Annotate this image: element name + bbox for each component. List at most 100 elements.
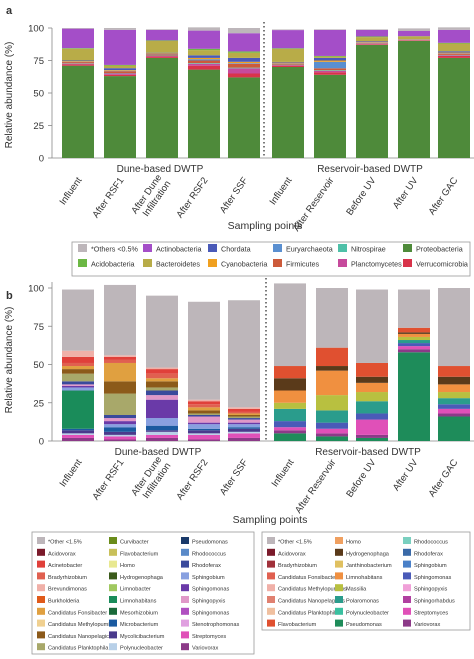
legend-swatch-rhodoferax <box>403 548 411 556</box>
legend-swatch-limnohabitans <box>109 596 117 603</box>
legend-label-candidatus-methylopumilus: Candidatus Methylopumilus <box>278 587 347 593</box>
bar-segment-planctomycetes-7 <box>356 43 388 45</box>
x-tick-label: After DuneInfiltration <box>129 173 173 223</box>
legend-swatch-homo <box>335 537 343 544</box>
y-tick-label: 0 <box>39 437 44 448</box>
y-tick-label: 50 <box>33 360 44 371</box>
bar-segment-candidatus-nanopelagicus-4 <box>228 414 260 417</box>
y-tick-label: 100 <box>28 24 44 35</box>
legend-label-microbacterium: Microbacterium <box>120 622 159 628</box>
legend-swatch-burkholderia <box>37 596 45 603</box>
bar-segment-bradyrhizobium-1 <box>104 359 136 363</box>
x-tick-label: After RSF1 <box>90 457 126 502</box>
legend-label-hydrogenophaga: Hydrogenophaga <box>120 575 164 581</box>
legend-label-limnohabitans: Limnohabitans <box>346 575 383 581</box>
legend-swatch-candidatus-nanopelagicus <box>37 631 45 639</box>
panel-b-ylabel: Relative abundance (%) <box>4 307 15 414</box>
legend-swatch-flavobacterium <box>109 548 117 556</box>
legend-label-others-0-5: *Others <0.5% <box>91 245 139 254</box>
bar-segment-acidobacteria-9 <box>438 42 470 44</box>
bar-segment-streptomyces-0 <box>62 434 94 438</box>
bar-segment-acidobacteria-6 <box>314 55 346 57</box>
bar-segment-firmicutes-2 <box>146 54 178 56</box>
bar-segment-variovorax-r-8 <box>398 349 430 353</box>
bar-segment-variovorax-2 <box>146 437 178 441</box>
bar-segment-sphingopyxis-0 <box>62 384 94 386</box>
panel-a-y-axis: 0 25 50 75 100 <box>28 24 52 165</box>
legend-label-mycolicibacterium: Mycolicibacterium <box>120 634 165 640</box>
legend-swatch-candidatus-methylopumilus <box>37 619 45 627</box>
panel-b-legend-right: *Other <1.5% Acidovorax Bradyrhizobium Cand… <box>267 537 455 628</box>
bar-segment-pseudomonas-r-5 <box>274 433 306 441</box>
bar-segment-sphingobium-3 <box>188 424 220 429</box>
legend-swatch-pseudomonas <box>181 537 189 544</box>
bar-segment-others-0-5-0 <box>62 28 94 29</box>
legend-swatch-sphingomonas <box>403 572 411 580</box>
bar-segment-sphingomonas-r-6 <box>316 422 348 429</box>
bar-segment-candidatus-planktophila-3 <box>188 413 220 415</box>
bar-segment-actinobacteria-0 <box>62 28 94 49</box>
bar-segment-hydrogenophaga-r-6 <box>316 366 348 371</box>
bar-segment-candidatus-planktophila-2 <box>146 387 178 391</box>
bar-segment-other-1-5-6 <box>316 288 348 348</box>
bar-segment-hydrogenophaga-r-7 <box>356 376 388 383</box>
legend-swatch-streptomyces <box>403 607 411 615</box>
panel-label-a: a <box>6 5 13 17</box>
bar-segment-planctomycetes-9 <box>438 55 470 56</box>
legend-swatch-microbacterium <box>109 619 117 627</box>
bar-segment-mycolicibacterium-2 <box>146 430 178 432</box>
bar-segment-actinobacteria-9 <box>438 29 470 43</box>
bar-segment-chordata-1 <box>104 68 136 71</box>
bar-segment-streptomyces-r-7 <box>356 419 388 435</box>
legend-swatch-bradyrhizobium <box>267 560 275 568</box>
legend-label-sphingomonas: Sphingomonas <box>192 610 230 616</box>
legend-label-polaromonas: Polaromonas <box>346 599 379 605</box>
panel-a-bars <box>62 27 470 158</box>
bar-segment-other-1-5-2 <box>146 295 178 368</box>
bar-segment-candidatus-fonsibacter-2 <box>146 378 178 382</box>
legend-label-flavobacterium: Flavobacterium <box>120 551 159 557</box>
legend-swatch-pseudomonas <box>335 619 343 627</box>
legend-label-sphingopyxis: Sphingopyxis <box>414 587 447 593</box>
bar-segment-microbacterium-0 <box>62 428 94 431</box>
bar-segment-cyanobacteria-9 <box>438 52 470 54</box>
bar-segment-others-0-5-9 <box>438 27 470 30</box>
legend-label-candidatus-fonsibacter: Candidatus Fonsibacter <box>48 610 107 616</box>
legend-label-acidobacteria: Acidobacteria <box>91 260 135 269</box>
legend-swatch-sphingobium <box>403 560 411 568</box>
legend-swatch-proteobacteria <box>403 244 412 252</box>
bar-segment-euryarchaeota-3 <box>188 59 220 61</box>
legend-label-candidatus-nanopelagicus: Candidatus Nanopelagicus <box>278 599 345 605</box>
x-tick-label: Influent <box>58 457 85 489</box>
bar-segment-streptomyces-r-5 <box>274 427 306 431</box>
panel-b-bars <box>62 283 470 441</box>
bar-segment-acidobacteria-2 <box>146 40 178 41</box>
bar-segment-limnohabitans-r-9 <box>438 384 470 393</box>
y-tick-label: 25 <box>33 121 44 132</box>
legend-swatch-others-0-5 <box>78 244 87 252</box>
bar-segment-cyanobacteria-5 <box>272 62 304 64</box>
bar-segment-polaromonas-r-8 <box>398 340 430 344</box>
bar-segment-mycolicibacterium-1 <box>104 431 136 435</box>
bar-segment-pseudomonas-r-8 <box>398 352 430 441</box>
legend-label-pseudomonas: Pseudomonas <box>192 540 228 546</box>
bar-segment-polaromonas-r-7 <box>356 401 388 414</box>
x-tick-label: After UV <box>391 457 421 493</box>
bar-segment-others-0-5-1 <box>104 28 136 30</box>
bar-segment-chordata-2 <box>146 52 178 54</box>
bar-segment-cyanobacteria-6 <box>314 60 346 62</box>
legend-label-sphingomonas: Sphingomonas <box>414 575 452 581</box>
bar-segment-limnohabitans-r-8 <box>398 333 430 337</box>
legend-label-limnohabitans: Limnohabitans <box>120 599 157 605</box>
bar-segment-mycolicibacterium-0 <box>62 430 94 434</box>
bar-segment-hydrogenophaga-r-5 <box>274 378 306 391</box>
bar-segment-other-1-5-0 <box>62 289 94 351</box>
legend-swatch-candidatus-planktophila <box>267 607 275 615</box>
legend-label-streptomyces: Streptomyces <box>414 610 448 616</box>
bar-segment-bacteroidetes-9 <box>438 43 470 52</box>
legend-label-other-1-5: *Other <1.5% <box>48 540 82 546</box>
bar-segment-massilia-r-5 <box>274 402 306 409</box>
bar-segment-other-1-5-4 <box>228 300 260 408</box>
legend-swatch-other-1-5 <box>37 537 45 544</box>
x-tick-label: After SSF <box>218 457 251 497</box>
